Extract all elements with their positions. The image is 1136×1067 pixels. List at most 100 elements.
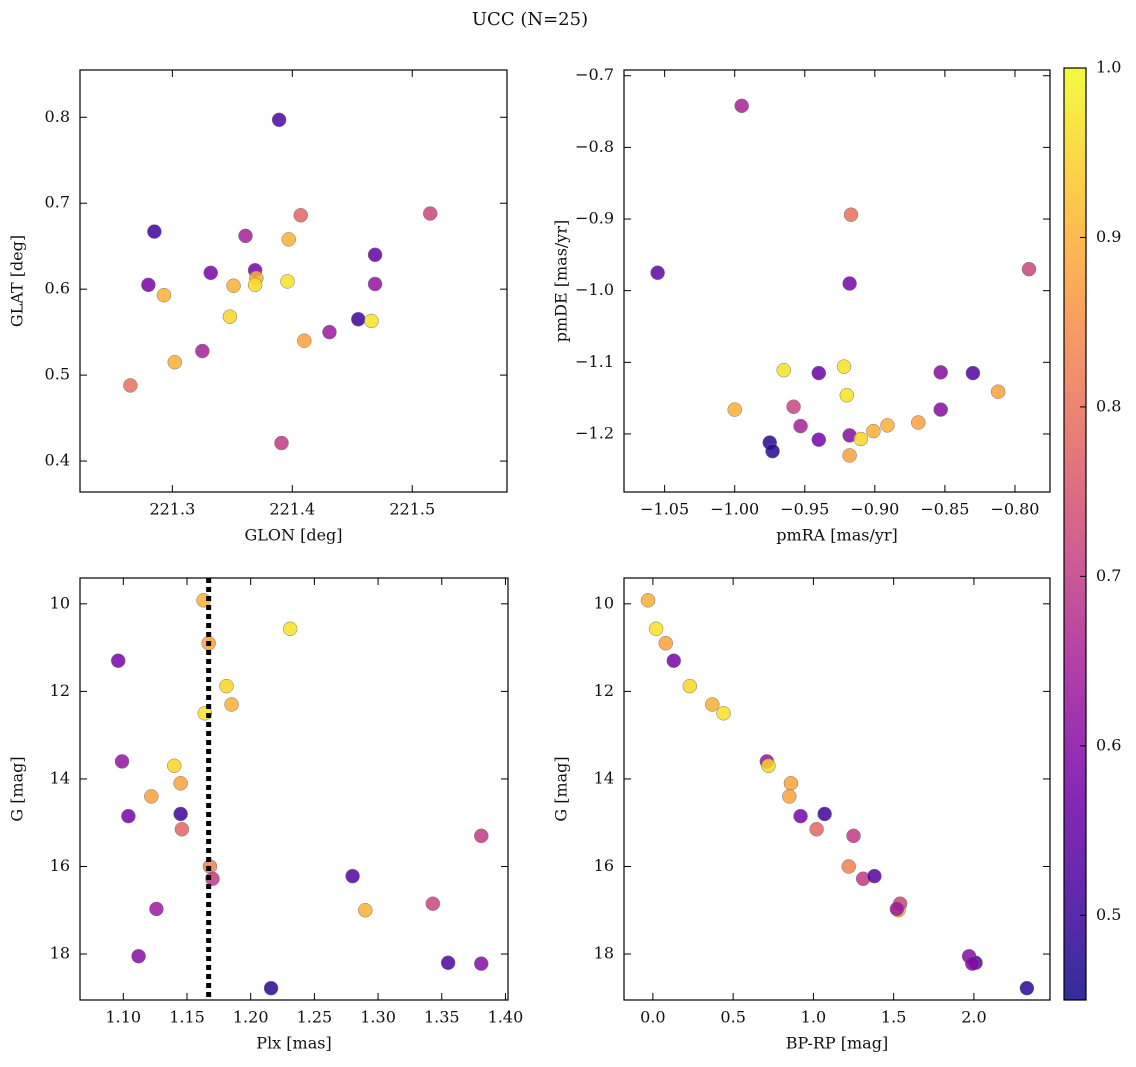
point <box>666 653 682 668</box>
x-tick-label: 0.5 <box>720 1008 745 1027</box>
point <box>809 822 824 837</box>
point <box>811 365 827 381</box>
colorbar-tick-label: 0.5 <box>1096 905 1121 924</box>
point <box>842 448 857 463</box>
x-tick-label: 221.5 <box>389 500 435 519</box>
point <box>222 309 238 324</box>
point <box>866 423 881 439</box>
suptitle: UCC (N=25) <box>472 9 588 30</box>
point <box>761 758 776 774</box>
point <box>149 901 164 917</box>
point <box>1021 261 1037 277</box>
colorbar <box>1064 68 1086 1000</box>
point <box>167 758 182 774</box>
point <box>716 706 731 721</box>
y-tick-label: 0.8 <box>45 107 70 126</box>
point <box>933 365 948 380</box>
y-tick-label: −0.7 <box>575 65 614 84</box>
point <box>474 956 489 971</box>
plot-frame <box>623 69 1051 493</box>
point <box>263 980 279 996</box>
point <box>195 343 210 359</box>
y-tick-label: 10 <box>594 593 614 612</box>
point <box>238 228 253 244</box>
point <box>793 418 808 434</box>
x-tick-label: −0.85 <box>920 500 969 519</box>
point <box>425 896 441 911</box>
point <box>811 432 827 447</box>
x-tick-label: 1.20 <box>233 1008 269 1027</box>
point <box>842 276 857 291</box>
point <box>727 402 742 417</box>
point <box>141 277 156 293</box>
point <box>734 98 749 114</box>
x-tick-label: 1.15 <box>169 1008 205 1027</box>
point <box>841 859 856 874</box>
subplot: 0.0 0.5 1.0 1.5 2.0 10 12 14 16 18 BP-RP [mag] G [m… <box>552 577 1051 1053</box>
point <box>846 828 861 844</box>
y-tick-label: 14 <box>594 768 614 787</box>
point <box>147 224 162 239</box>
point <box>226 278 241 293</box>
y-axis-label: G [mag] <box>8 756 27 821</box>
point <box>776 362 791 378</box>
point <box>765 443 780 459</box>
point <box>650 265 665 281</box>
colorbar-frame <box>1063 67 1087 1001</box>
x-tick-label: 221.3 <box>149 500 195 519</box>
y-tick-label: 18 <box>50 944 70 963</box>
point <box>853 431 869 447</box>
point <box>173 776 188 791</box>
point <box>782 789 797 804</box>
colorbar-tick-label: 0.7 <box>1096 566 1121 585</box>
x-tick-label: 1.10 <box>105 1008 141 1027</box>
x-axis-label: Plx [mas] <box>256 1034 331 1053</box>
point <box>123 378 138 393</box>
point <box>422 206 438 221</box>
subplot: 1.10 1.15 1.20 1.25 1.30 1.35 1.40 10 12 14 16 18 Pl… <box>8 577 523 1053</box>
point <box>174 822 190 837</box>
point <box>282 621 298 637</box>
plot-frame <box>79 69 508 493</box>
x-tick-label: 2.0 <box>961 1008 986 1027</box>
y-axis-label: G [mag] <box>552 756 571 821</box>
x-tick-label: 1.35 <box>424 1008 460 1027</box>
point <box>345 868 360 884</box>
point <box>224 697 239 712</box>
y-tick-label: −0.9 <box>575 209 614 228</box>
y-tick-label: 14 <box>50 768 70 787</box>
point <box>367 247 383 263</box>
x-tick-label: 1.30 <box>360 1008 396 1027</box>
point <box>280 274 295 289</box>
point <box>293 208 308 223</box>
point <box>440 955 456 971</box>
subplot: 221.3 221.4 221.5 0.4 0.5 0.6 0.7 0.8 GLON [deg]… <box>8 69 508 545</box>
point <box>965 956 980 971</box>
y-axis-label: GLAT [deg] <box>8 235 27 327</box>
point <box>474 828 489 844</box>
point <box>203 265 218 281</box>
point <box>648 621 664 637</box>
y-tick-label: 16 <box>50 856 70 875</box>
point <box>358 903 373 918</box>
y-tick-label: −1.1 <box>575 352 614 371</box>
point <box>836 359 852 374</box>
point <box>274 435 289 451</box>
subplot: −1.05 −1.00 −0.95 −0.90 −0.85 −0.80 −1.2 −1.1 −1… <box>552 65 1051 545</box>
y-tick-label: 16 <box>594 856 614 875</box>
x-axis-label: GLON [deg] <box>244 526 342 545</box>
y-tick-label: 0.6 <box>45 279 70 298</box>
x-tick-label: −1.00 <box>710 500 759 519</box>
y-tick-label: 10 <box>50 593 70 612</box>
point <box>297 333 312 348</box>
point <box>817 806 832 822</box>
point <box>110 653 126 668</box>
x-tick-label: −0.90 <box>850 500 899 519</box>
point <box>640 593 656 608</box>
x-axis-label: BP-RP [mag] <box>786 1034 888 1053</box>
point <box>156 287 172 303</box>
y-tick-label: 0.7 <box>45 193 70 212</box>
point <box>271 112 287 128</box>
point <box>1019 980 1035 996</box>
point <box>990 384 1006 399</box>
